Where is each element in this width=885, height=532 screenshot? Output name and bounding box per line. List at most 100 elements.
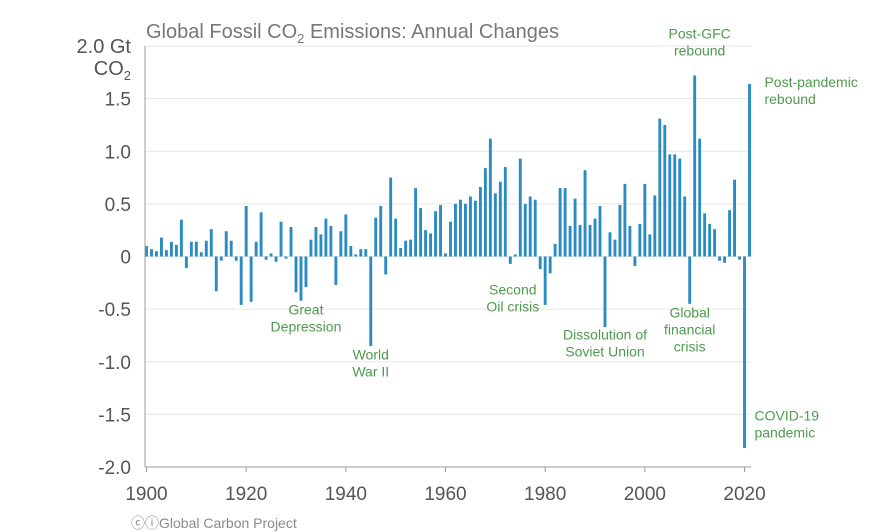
bar-1943 xyxy=(359,249,363,257)
bar-1971 xyxy=(498,181,502,257)
y-tick-label-2: 0.5 xyxy=(105,195,131,216)
bar-1925 xyxy=(269,253,273,257)
annotation-7: COVID-19 pandemic xyxy=(754,408,819,441)
bar-1966 xyxy=(473,200,477,257)
bar-1910 xyxy=(194,241,198,257)
bar-1956 xyxy=(424,230,428,257)
x-tick-label-3: 1960 xyxy=(424,484,466,505)
y-tick-label-7: -2.0 xyxy=(98,458,131,479)
bar-1909 xyxy=(189,241,193,257)
bar-1965 xyxy=(468,196,472,257)
bar-2007 xyxy=(678,158,682,257)
bars xyxy=(145,75,751,449)
bar-2017 xyxy=(728,210,732,257)
bar-2002 xyxy=(653,195,657,257)
ticks: 1.5 1.0 0.5 0 -0.5 -1.0 -1.5 -2.0 1900 1920 1940 19… xyxy=(98,90,765,505)
x-tick-label-2: 1940 xyxy=(325,484,367,505)
bar-2000 xyxy=(643,183,647,257)
bar-1940 xyxy=(344,214,348,257)
bar-1902 xyxy=(155,251,158,257)
y-tick-label-6: -1.5 xyxy=(98,405,131,426)
y-tick-label-5: -1.0 xyxy=(98,353,131,374)
y-axis-label-line2: CO2 xyxy=(94,58,131,83)
bar-2011 xyxy=(698,138,702,257)
y-tick-label-4: -0.5 xyxy=(98,300,131,321)
bar-1921 xyxy=(249,256,253,302)
bar-1937 xyxy=(329,225,333,257)
bar-1963 xyxy=(459,199,462,257)
footer-text: Global Carbon Project xyxy=(159,515,297,531)
bar-1959 xyxy=(439,204,442,257)
bar-1999 xyxy=(638,223,642,257)
annotation-4: Global financial crisis xyxy=(664,305,715,355)
y-tick-label-0: 1.5 xyxy=(105,90,131,111)
bar-1924 xyxy=(264,256,268,260)
bar-1908 xyxy=(184,256,188,269)
y-tick-label-1: 1.0 xyxy=(105,142,131,163)
bar-1961 xyxy=(449,221,452,257)
bar-1998 xyxy=(633,256,637,266)
bar-1941 xyxy=(349,245,353,257)
bar-1914 xyxy=(214,256,218,292)
annotation-5: Post-GFC rebound xyxy=(669,26,731,59)
bar-1906 xyxy=(174,244,178,257)
annotation-0: Great Depression xyxy=(271,301,342,334)
bar-1972 xyxy=(503,167,507,257)
bar-1919 xyxy=(239,256,243,305)
bar-1995 xyxy=(618,204,622,257)
bar-1923 xyxy=(259,212,263,257)
bar-1983 xyxy=(558,188,562,257)
bar-2001 xyxy=(648,234,652,257)
bar-1984 xyxy=(563,188,567,257)
bar-1935 xyxy=(319,234,323,257)
bar-1949 xyxy=(389,177,393,257)
bar-1953 xyxy=(409,239,413,257)
y-axis-label-line1: 2.0 Gt xyxy=(77,36,132,58)
x-tick-label-5: 2000 xyxy=(624,484,666,505)
bar-1958 xyxy=(434,211,437,257)
bar-1936 xyxy=(324,218,328,257)
bar-2013 xyxy=(708,223,712,257)
bar-1992 xyxy=(603,256,607,328)
bar-2021 xyxy=(748,83,751,257)
bar-1968 xyxy=(483,168,487,257)
bar-1948 xyxy=(384,256,388,275)
bar-1907 xyxy=(179,219,183,257)
bar-1934 xyxy=(314,227,318,257)
bar-1904 xyxy=(164,250,168,257)
x-tick-label-6: 2020 xyxy=(723,484,765,505)
bar-1982 xyxy=(553,243,557,257)
bar-1913 xyxy=(209,229,213,257)
bar-2008 xyxy=(683,196,687,257)
bar-1988 xyxy=(583,170,587,257)
bar-1973 xyxy=(508,256,512,264)
y-tick-label-3: 0 xyxy=(120,248,131,269)
bar-1960 xyxy=(444,253,447,257)
bar-1970 xyxy=(493,193,497,257)
bar-1976 xyxy=(523,203,527,257)
bar-1989 xyxy=(588,224,592,257)
chart-title: Global Fossil CO2 Emissions: Annual Chan… xyxy=(146,21,559,46)
bar-1933 xyxy=(309,239,313,257)
bar-1964 xyxy=(464,203,467,257)
bar-1967 xyxy=(478,187,482,257)
bar-1928 xyxy=(284,256,288,259)
bar-1931 xyxy=(299,256,303,301)
bar-1980 xyxy=(543,256,547,305)
bar-1932 xyxy=(304,256,308,288)
bar-1977 xyxy=(528,196,532,257)
bar-1946 xyxy=(374,217,378,257)
bar-2015 xyxy=(718,256,722,261)
bar-1994 xyxy=(613,239,617,257)
bar-1993 xyxy=(608,232,612,257)
creative-commons-icon: ⓒⓘ xyxy=(131,515,159,531)
bar-1974 xyxy=(513,254,517,257)
bar-2004 xyxy=(663,124,667,257)
bar-1916 xyxy=(224,231,228,257)
bar-1985 xyxy=(568,225,572,257)
bar-1939 xyxy=(339,231,343,257)
annotation-6: Post-pandemic rebound xyxy=(764,74,857,107)
bar-2019 xyxy=(738,256,741,260)
bar-1947 xyxy=(379,205,383,257)
bar-1969 xyxy=(488,138,492,257)
